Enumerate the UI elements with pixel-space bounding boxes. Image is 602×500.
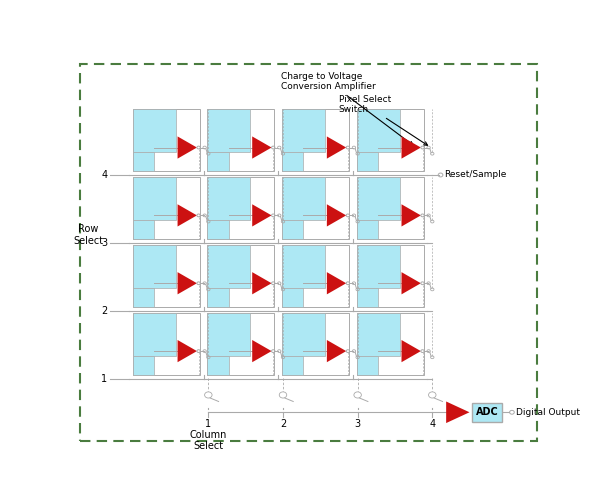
Bar: [207, 245, 250, 288]
Bar: [132, 245, 176, 288]
Bar: [207, 152, 229, 171]
Bar: [132, 110, 200, 171]
Text: Digital Output: Digital Output: [516, 408, 580, 417]
Polygon shape: [402, 204, 421, 227]
Polygon shape: [446, 402, 470, 423]
Bar: [356, 313, 400, 356]
Bar: [282, 152, 303, 171]
Bar: [132, 313, 176, 356]
Text: 3: 3: [355, 419, 361, 429]
Text: 3: 3: [101, 238, 107, 248]
Bar: [356, 110, 400, 152]
Bar: [207, 288, 229, 306]
Text: 4: 4: [429, 419, 435, 429]
Text: Charge to Voltage
Conversion Amplifier: Charge to Voltage Conversion Amplifier: [281, 72, 413, 145]
Bar: [282, 177, 325, 220]
Polygon shape: [178, 272, 197, 294]
Bar: [356, 177, 424, 239]
Polygon shape: [327, 136, 346, 158]
Text: Reset/Sample: Reset/Sample: [444, 170, 506, 179]
Bar: [132, 177, 200, 239]
Text: 2: 2: [101, 306, 107, 316]
Bar: [356, 356, 378, 374]
Text: 2: 2: [280, 419, 286, 429]
Bar: [132, 152, 154, 171]
Bar: [207, 110, 250, 152]
Bar: [356, 288, 378, 306]
Bar: [207, 313, 250, 356]
Bar: [207, 356, 229, 374]
Bar: [207, 245, 275, 306]
Bar: [282, 313, 325, 356]
Bar: [132, 288, 154, 306]
Bar: [207, 177, 250, 220]
Polygon shape: [327, 204, 346, 227]
Bar: [356, 152, 378, 171]
Bar: [282, 110, 325, 152]
Polygon shape: [402, 340, 421, 362]
Text: Row
Select: Row Select: [73, 224, 104, 246]
Bar: [356, 220, 378, 239]
Bar: [132, 356, 154, 374]
Text: Column
Select: Column Select: [190, 430, 227, 451]
Bar: [282, 110, 349, 171]
Bar: [356, 313, 424, 374]
Polygon shape: [252, 136, 272, 158]
Text: 1: 1: [205, 419, 211, 429]
Polygon shape: [252, 272, 272, 294]
Polygon shape: [252, 340, 272, 362]
Bar: [132, 245, 200, 306]
Text: 4: 4: [101, 170, 107, 180]
Polygon shape: [327, 340, 346, 362]
Bar: [207, 110, 275, 171]
Polygon shape: [178, 136, 197, 158]
Bar: [356, 245, 400, 288]
Bar: [207, 220, 229, 239]
Bar: [282, 177, 349, 239]
Bar: [472, 402, 502, 422]
Polygon shape: [178, 204, 197, 227]
Polygon shape: [252, 204, 272, 227]
Text: 1: 1: [101, 374, 107, 384]
Bar: [356, 110, 424, 171]
Bar: [356, 177, 400, 220]
Bar: [132, 177, 176, 220]
Bar: [132, 110, 176, 152]
Text: ADC: ADC: [476, 408, 498, 418]
Bar: [207, 177, 275, 239]
Bar: [207, 313, 275, 374]
Bar: [132, 313, 200, 374]
Polygon shape: [402, 136, 421, 158]
Bar: [282, 220, 303, 239]
Bar: [282, 245, 349, 306]
Polygon shape: [402, 272, 421, 294]
Bar: [132, 220, 154, 239]
Bar: [282, 356, 303, 374]
Bar: [282, 313, 349, 374]
Text: Pixel Select
Switch: Pixel Select Switch: [339, 94, 427, 146]
Polygon shape: [327, 272, 346, 294]
Bar: [282, 245, 325, 288]
Polygon shape: [178, 340, 197, 362]
Bar: [282, 288, 303, 306]
Bar: [356, 245, 424, 306]
